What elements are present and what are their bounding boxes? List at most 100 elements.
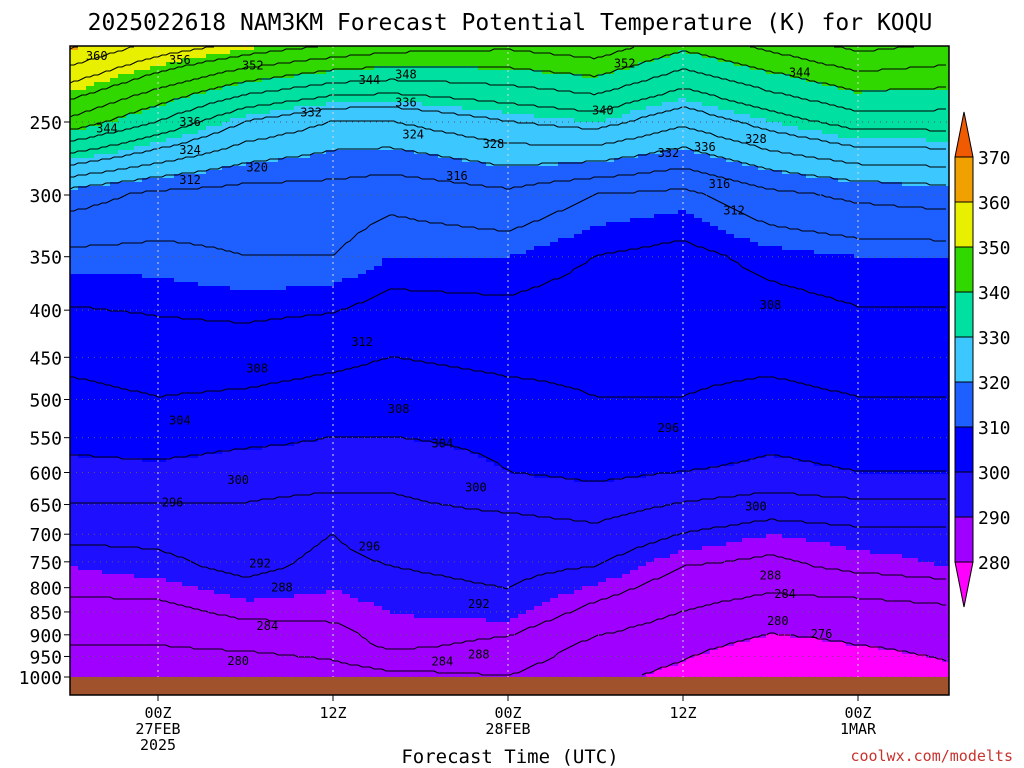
fill-cell — [214, 378, 223, 383]
fill-cell — [110, 334, 119, 339]
fill-cell — [278, 130, 287, 135]
fill-cell — [142, 446, 151, 451]
fill-cell — [118, 666, 127, 671]
fill-cell — [158, 662, 167, 667]
fill-cell — [206, 246, 215, 251]
fill-cell — [302, 454, 311, 459]
fill-cell — [158, 354, 167, 359]
fill-cell — [102, 598, 111, 603]
fill-cell — [70, 414, 79, 419]
fill-cell — [94, 170, 103, 175]
fill-cell — [190, 118, 199, 123]
fill-cell — [254, 194, 263, 199]
fill-cell — [118, 634, 127, 639]
fill-cell — [294, 206, 303, 211]
fill-cell — [174, 134, 183, 139]
fill-cell — [78, 370, 87, 375]
fill-cell — [190, 282, 199, 287]
fill-cell — [134, 322, 143, 327]
fill-cell — [158, 382, 167, 387]
fill-cell — [254, 358, 263, 363]
fill-cell — [206, 106, 215, 111]
fill-cell — [214, 282, 223, 287]
fill-cell — [70, 386, 79, 391]
fill-cell — [78, 258, 87, 263]
fill-cell — [254, 590, 263, 595]
fill-cell — [166, 118, 175, 123]
fill-cell — [246, 442, 255, 447]
fill-cell — [126, 378, 135, 383]
fill-cell — [238, 370, 247, 375]
fill-cell — [158, 230, 167, 235]
fill-cell — [86, 238, 95, 243]
fill-cell — [126, 590, 135, 595]
fill-cell — [166, 86, 175, 91]
fill-cell — [126, 586, 135, 591]
fill-cell — [310, 386, 319, 391]
fill-cell — [270, 530, 279, 535]
fill-cell — [126, 398, 135, 403]
fill-cell — [182, 474, 191, 479]
fill-cell — [198, 522, 207, 527]
fill-cell — [182, 322, 191, 327]
fill-cell — [94, 250, 103, 255]
fill-cell — [286, 262, 295, 267]
fill-cell — [222, 326, 231, 331]
fill-cell — [270, 582, 279, 587]
fill-cell — [142, 270, 151, 275]
fill-cell — [174, 606, 183, 611]
fill-cell — [222, 410, 231, 415]
fill-cell — [262, 614, 271, 619]
fill-cell — [142, 574, 151, 579]
fill-cell — [190, 586, 199, 591]
fill-cell — [150, 482, 159, 487]
fill-cell — [254, 406, 263, 411]
fill-cell — [286, 410, 295, 415]
fill-cell — [158, 154, 167, 159]
fill-cell — [158, 674, 167, 679]
fill-cell — [182, 106, 191, 111]
fill-cell — [174, 566, 183, 571]
fill-cell — [126, 86, 135, 91]
fill-cell — [150, 178, 159, 183]
fill-cell — [182, 50, 191, 55]
fill-cell — [126, 166, 135, 171]
fill-cell — [214, 430, 223, 435]
fill-cell — [238, 606, 247, 611]
fill-cell — [254, 526, 263, 531]
fill-cell — [198, 302, 207, 307]
fill-cell — [270, 406, 279, 411]
fill-cell — [254, 302, 263, 307]
fill-cell — [246, 66, 255, 71]
fill-cell — [78, 290, 87, 295]
fill-cell — [286, 670, 295, 675]
fill-cell — [190, 646, 199, 651]
fill-cell — [70, 406, 79, 411]
fill-cell — [294, 322, 303, 327]
fill-cell — [198, 670, 207, 675]
fill-cell — [110, 490, 119, 495]
fill-cell — [302, 362, 311, 367]
fill-cell — [278, 310, 287, 315]
fill-cell — [174, 82, 183, 87]
fill-cell — [262, 626, 271, 631]
fill-cell — [278, 498, 287, 503]
fill-cell — [70, 350, 79, 355]
fill-cell — [174, 650, 183, 655]
fill-cell — [134, 510, 143, 515]
fill-cell — [174, 422, 183, 427]
fill-cell — [142, 366, 151, 371]
fill-cell — [70, 462, 79, 467]
fill-cell — [310, 398, 319, 403]
fill-cell — [150, 274, 159, 279]
fill-cell — [86, 518, 95, 523]
fill-cell — [110, 126, 119, 131]
fill-cell — [150, 410, 159, 415]
fill-cell — [110, 642, 119, 647]
fill-cell — [262, 326, 271, 331]
fill-cell — [222, 546, 231, 551]
fill-cell — [126, 562, 135, 567]
fill-cell — [214, 270, 223, 275]
fill-cell — [246, 626, 255, 631]
fill-cell — [206, 266, 215, 271]
